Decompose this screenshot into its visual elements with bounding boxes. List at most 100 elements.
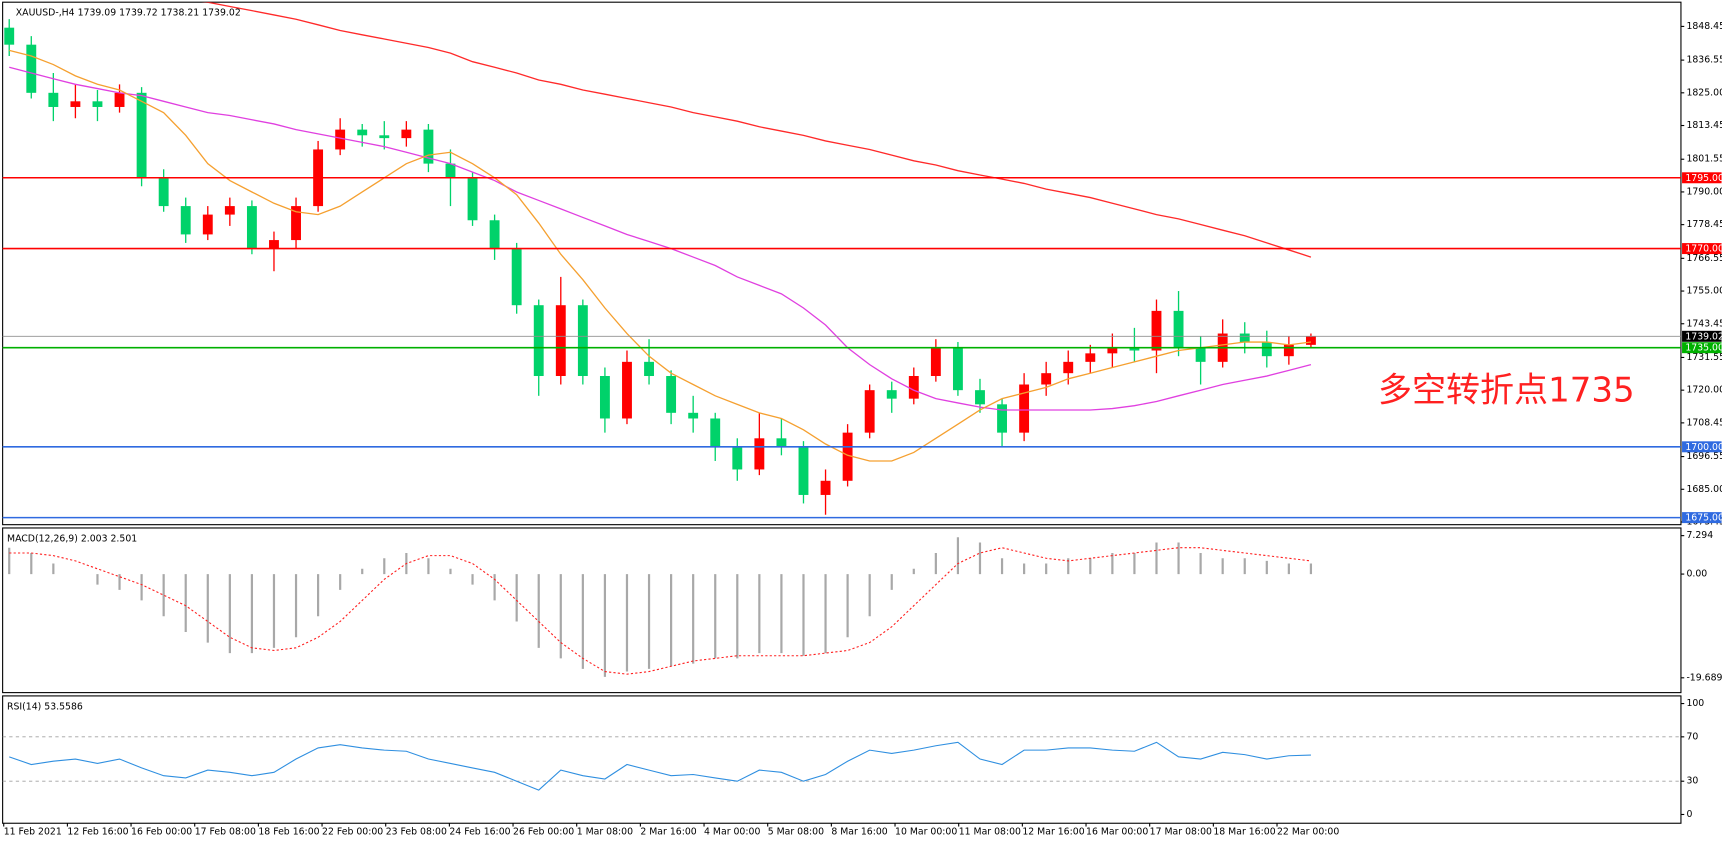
candle-body: [732, 446, 743, 470]
candle-body: [357, 129, 368, 136]
candle-body: [202, 214, 213, 235]
x-tick-label: 8 Mar 16:00: [831, 827, 887, 838]
candle-body: [1261, 342, 1272, 357]
candle-body: [688, 412, 699, 419]
candle-body: [136, 92, 147, 178]
y-tick-label: 7.294: [1686, 530, 1713, 541]
candle-body: [1195, 347, 1206, 362]
candle-body: [92, 101, 103, 107]
current-price-label-bg: [1682, 330, 1722, 342]
y-tick-label: 0.00: [1686, 569, 1707, 580]
panel-frame: [2, 527, 1682, 694]
x-tick-label: 11 Feb 2021: [4, 827, 62, 838]
candle-body: [114, 92, 125, 107]
y-tick-label: -19.689: [1686, 672, 1722, 683]
x-tick-label: 18 Feb 16:00: [258, 827, 319, 838]
candle-body: [644, 361, 654, 377]
candle-body: [224, 206, 235, 215]
candle-body: [710, 418, 721, 447]
x-tick-label: 23 Feb 08:00: [386, 827, 447, 838]
candle-body: [1085, 353, 1096, 362]
x-tick-label: 1 Mar 08:00: [577, 827, 633, 838]
level-label: 1735.00: [1685, 343, 1722, 354]
y-tick-label: 1801.55: [1686, 154, 1722, 165]
y-tick-label: 1708.45: [1686, 417, 1722, 428]
level-label-bg: [1682, 243, 1722, 255]
panel-frame: [2, 1, 1682, 526]
candle-body: [952, 347, 963, 391]
level-label: 1770.00: [1685, 244, 1722, 255]
level-label-bg: [1682, 342, 1722, 354]
level-label-bg: [1682, 172, 1722, 184]
y-tick-label: 1685.00: [1686, 484, 1722, 495]
candle-body: [4, 27, 15, 45]
candle-body: [798, 446, 809, 495]
candle-body: [511, 248, 522, 306]
x-tick-label: 16 Mar 00:00: [1086, 827, 1148, 838]
candle-body: [1129, 347, 1140, 351]
y-tick-label: 1720.00: [1686, 385, 1722, 396]
y-tick-label: 100: [1686, 698, 1704, 709]
candle-body: [1107, 347, 1118, 354]
y-tick-label: 1825.00: [1686, 87, 1722, 98]
candle-body: [335, 129, 346, 150]
candle-body: [1041, 373, 1052, 385]
candle-body: [975, 390, 985, 405]
candle-body: [180, 206, 191, 235]
candle-body: [555, 305, 566, 377]
x-tick-label: 11 Mar 08:00: [959, 827, 1021, 838]
candle-body: [269, 240, 279, 249]
candle-body: [1063, 361, 1074, 374]
panel-plot: [2, 736, 1681, 791]
annotation: 多空转折点1735: [1378, 370, 1635, 410]
candle-body: [26, 44, 37, 93]
candle-body: [401, 129, 412, 139]
level-label: 1675.00: [1685, 513, 1722, 524]
x-tick-label: 17 Feb 08:00: [195, 827, 256, 838]
candle-body: [577, 305, 588, 377]
x-tick-label: 16 Feb 00:00: [131, 827, 192, 838]
panel-title: RSI(14) 53.5586: [7, 701, 83, 712]
candle-body: [158, 177, 169, 207]
y-tick-label: 0: [1686, 809, 1692, 820]
candle-body: [886, 390, 897, 399]
candle-body: [666, 376, 677, 413]
panel-plot: [8, 537, 1313, 677]
candle-body: [445, 163, 456, 178]
y-tick-label: 1778.45: [1686, 219, 1722, 230]
rsi-line: [9, 741, 1311, 791]
candle-body: [820, 480, 831, 495]
candle-body: [1173, 310, 1184, 348]
x-tick-label: 26 Feb 00:00: [513, 827, 574, 838]
candle-body: [930, 347, 941, 377]
panel-frame: [2, 695, 1682, 824]
level-label: 1795.00: [1685, 173, 1722, 184]
candle-body: [379, 135, 390, 139]
moving-average-line: [202, 2, 1312, 258]
x-tick-label: 12 Mar 16:00: [1022, 827, 1084, 838]
panel-title: XAUUSD-,H4 1739.09 1739.72 1738.21 1739.…: [16, 8, 241, 19]
y-tick-label: 70: [1686, 731, 1698, 742]
candle-body: [533, 305, 544, 377]
candle-body: [842, 432, 853, 481]
x-tick-label: 10 Mar 00:00: [895, 827, 957, 838]
x-tick-label: 22 Mar 00:00: [1277, 827, 1339, 838]
y-tick-label: 1755.00: [1686, 286, 1722, 297]
y-tick-label: 1696.55: [1686, 451, 1722, 462]
candle-body: [1305, 336, 1316, 345]
x-tick-label: 18 Mar 16:00: [1213, 827, 1275, 838]
y-tick-label: 1848.45: [1686, 21, 1722, 32]
candle-body: [776, 438, 787, 447]
candle-body: [599, 376, 610, 419]
panel-title: MACD(12,26,9) 2.003 2.501: [7, 533, 137, 544]
current-price-label: 1739.02: [1685, 331, 1722, 342]
candle-body: [864, 390, 875, 433]
x-tick-label: 5 Mar 08:00: [768, 827, 824, 838]
y-tick-label: 1790.00: [1686, 186, 1722, 197]
candle-body: [489, 220, 500, 249]
candle-body: [48, 92, 59, 107]
candle-body: [70, 101, 81, 107]
